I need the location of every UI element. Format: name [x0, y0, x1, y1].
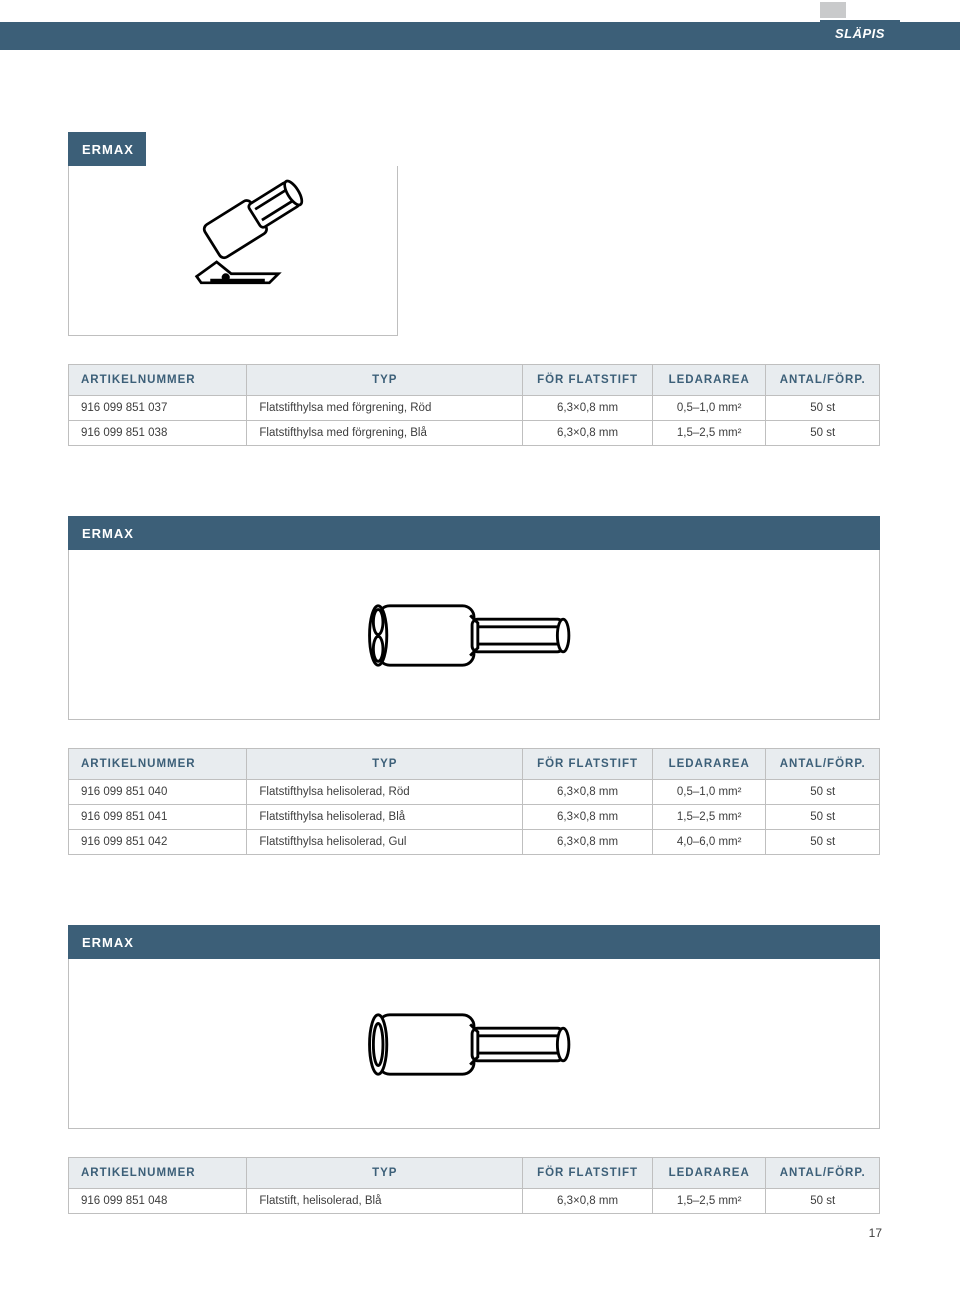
table-cell: 916 099 851 037	[69, 396, 247, 421]
col-artikelnummer: ARTIKELNUMMER	[69, 749, 247, 780]
col-ledararea: LEDARAREA	[652, 365, 766, 396]
top-header-bar: SLÄPIS	[0, 22, 960, 50]
table-cell: Flatstifthylsa med förgrening, Röd	[247, 396, 523, 421]
table-cell: 4,0–6,0 mm²	[652, 830, 766, 855]
table-row: 916 099 851 048Flatstift, helisolerad, B…	[69, 1189, 880, 1214]
table-cell: 50 st	[766, 830, 880, 855]
product-image-3	[68, 959, 880, 1129]
col-flatstift: FÖR FLATSTIFT	[523, 365, 653, 396]
product-table-1: ARTIKELNUMMER TYP FÖR FLATSTIFT LEDARARE…	[68, 364, 880, 446]
table-cell: 6,3×0,8 mm	[523, 805, 653, 830]
table-cell: Flatstifthylsa med förgrening, Blå	[247, 421, 523, 446]
col-ledararea: LEDARAREA	[652, 749, 766, 780]
product-table-2: ARTIKELNUMMER TYP FÖR FLATSTIFT LEDARARE…	[68, 748, 880, 855]
table-row: 916 099 851 037Flatstifthylsa med förgre…	[69, 396, 880, 421]
table-cell: Flatstifthylsa helisolerad, Blå	[247, 805, 523, 830]
col-typ: TYP	[247, 749, 523, 780]
product-table-3: ARTIKELNUMMER TYP FÖR FLATSTIFT LEDARARE…	[68, 1157, 880, 1214]
col-typ: TYP	[247, 365, 523, 396]
table-cell: 1,5–2,5 mm²	[652, 1189, 766, 1214]
table-cell: 0,5–1,0 mm²	[652, 396, 766, 421]
page-number: 17	[869, 1226, 882, 1240]
table-cell: 916 099 851 040	[69, 780, 247, 805]
table-cell: 916 099 851 038	[69, 421, 247, 446]
connector-insulated-single-icon	[349, 986, 599, 1101]
table-cell: 6,3×0,8 mm	[523, 830, 653, 855]
product-image-2	[68, 550, 880, 720]
table-body-2: 916 099 851 040Flatstifthylsa helisolera…	[69, 780, 880, 855]
product-section-2: ERMAX ARTIKELNUMMER TYP FÖR FLATSTIFT	[0, 516, 960, 855]
table-cell: 0,5–1,0 mm²	[652, 780, 766, 805]
col-artikelnummer: ARTIKELNUMMER	[69, 1158, 247, 1189]
table-cell: 6,3×0,8 mm	[523, 780, 653, 805]
table-cell: 50 st	[766, 396, 880, 421]
table-cell: Flatstifthylsa helisolerad, Gul	[247, 830, 523, 855]
col-antal: ANTAL/FÖRP.	[766, 1158, 880, 1189]
table-row: 916 099 851 038Flatstifthylsa med förgre…	[69, 421, 880, 446]
table-cell: 916 099 851 041	[69, 805, 247, 830]
table-cell: 50 st	[766, 1189, 880, 1214]
table-header-row: ARTIKELNUMMER TYP FÖR FLATSTIFT LEDARARE…	[69, 365, 880, 396]
table-cell: 50 st	[766, 780, 880, 805]
col-flatstift: FÖR FLATSTIFT	[523, 1158, 653, 1189]
table-cell: 1,5–2,5 mm²	[652, 805, 766, 830]
section-title: ERMAX	[68, 526, 148, 541]
table-cell: 6,3×0,8 mm	[523, 1189, 653, 1214]
table-cell: Flatstifthylsa helisolerad, Röd	[247, 780, 523, 805]
col-ledararea: LEDARAREA	[652, 1158, 766, 1189]
product-section-3: ERMAX ARTIKELNUMMER TYP FÖR FLATSTIFT LE…	[0, 925, 960, 1214]
section-title: ERMAX	[68, 142, 146, 157]
table-header-row: ARTIKELNUMMER TYP FÖR FLATSTIFT LEDARARE…	[69, 749, 880, 780]
col-antal: ANTAL/FÖRP.	[766, 365, 880, 396]
connector-branch-icon	[133, 176, 333, 326]
product-image-1	[68, 166, 398, 336]
table-cell: 50 st	[766, 421, 880, 446]
table-row: 916 099 851 042Flatstifthylsa helisolera…	[69, 830, 880, 855]
section-title: ERMAX	[68, 935, 148, 950]
table-body-1: 916 099 851 037Flatstifthylsa med förgre…	[69, 396, 880, 446]
table-cell: 6,3×0,8 mm	[523, 396, 653, 421]
brand-logo-text: SLÄPIS	[835, 26, 885, 41]
table-cell: 916 099 851 048	[69, 1189, 247, 1214]
col-antal: ANTAL/FÖRP.	[766, 749, 880, 780]
table-body-3: 916 099 851 048Flatstift, helisolerad, B…	[69, 1189, 880, 1214]
table-cell: 50 st	[766, 805, 880, 830]
col-typ: TYP	[247, 1158, 523, 1189]
table-cell: 1,5–2,5 mm²	[652, 421, 766, 446]
table-cell: Flatstift, helisolerad, Blå	[247, 1189, 523, 1214]
connector-insulated-double-icon	[349, 577, 599, 692]
table-row: 916 099 851 040Flatstifthylsa helisolera…	[69, 780, 880, 805]
col-artikelnummer: ARTIKELNUMMER	[69, 365, 247, 396]
product-section-1: ERMAX ART	[0, 132, 960, 446]
table-cell: 916 099 851 042	[69, 830, 247, 855]
brand-logo: SLÄPIS	[820, 2, 900, 46]
col-flatstift: FÖR FLATSTIFT	[523, 749, 653, 780]
table-row: 916 099 851 041Flatstifthylsa helisolera…	[69, 805, 880, 830]
table-header-row: ARTIKELNUMMER TYP FÖR FLATSTIFT LEDARARE…	[69, 1158, 880, 1189]
table-cell: 6,3×0,8 mm	[523, 421, 653, 446]
